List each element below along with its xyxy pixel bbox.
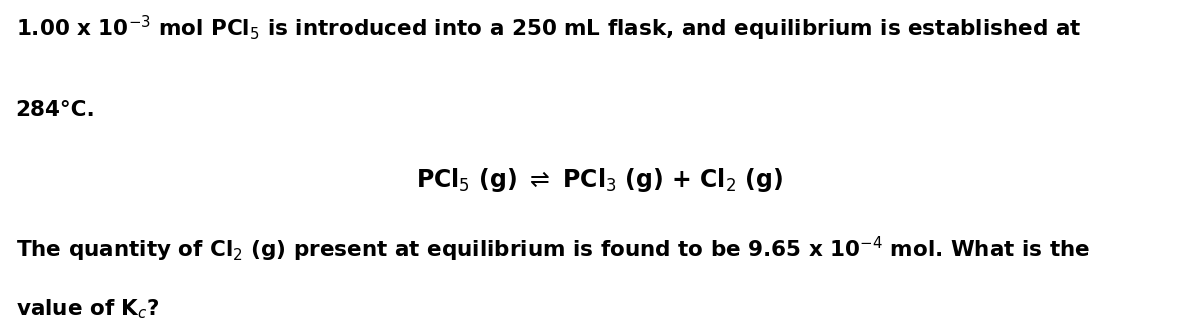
Text: 1.00 x 10$^{-3}$ mol PCl$_5$ is introduced into a 250 mL flask, and equilibrium : 1.00 x 10$^{-3}$ mol PCl$_5$ is introduc… bbox=[16, 14, 1081, 43]
Text: The quantity of Cl$_2$ (g) present at equilibrium is found to be 9.65 x 10$^{-4}: The quantity of Cl$_2$ (g) present at eq… bbox=[16, 234, 1090, 263]
Text: value of K$_c$?: value of K$_c$? bbox=[16, 298, 160, 319]
Text: 284°C.: 284°C. bbox=[16, 100, 95, 121]
Text: PCl$_5$ (g) $\rightleftharpoons$ PCl$_3$ (g) + Cl$_2$ (g): PCl$_5$ (g) $\rightleftharpoons$ PCl$_3$… bbox=[416, 166, 784, 194]
